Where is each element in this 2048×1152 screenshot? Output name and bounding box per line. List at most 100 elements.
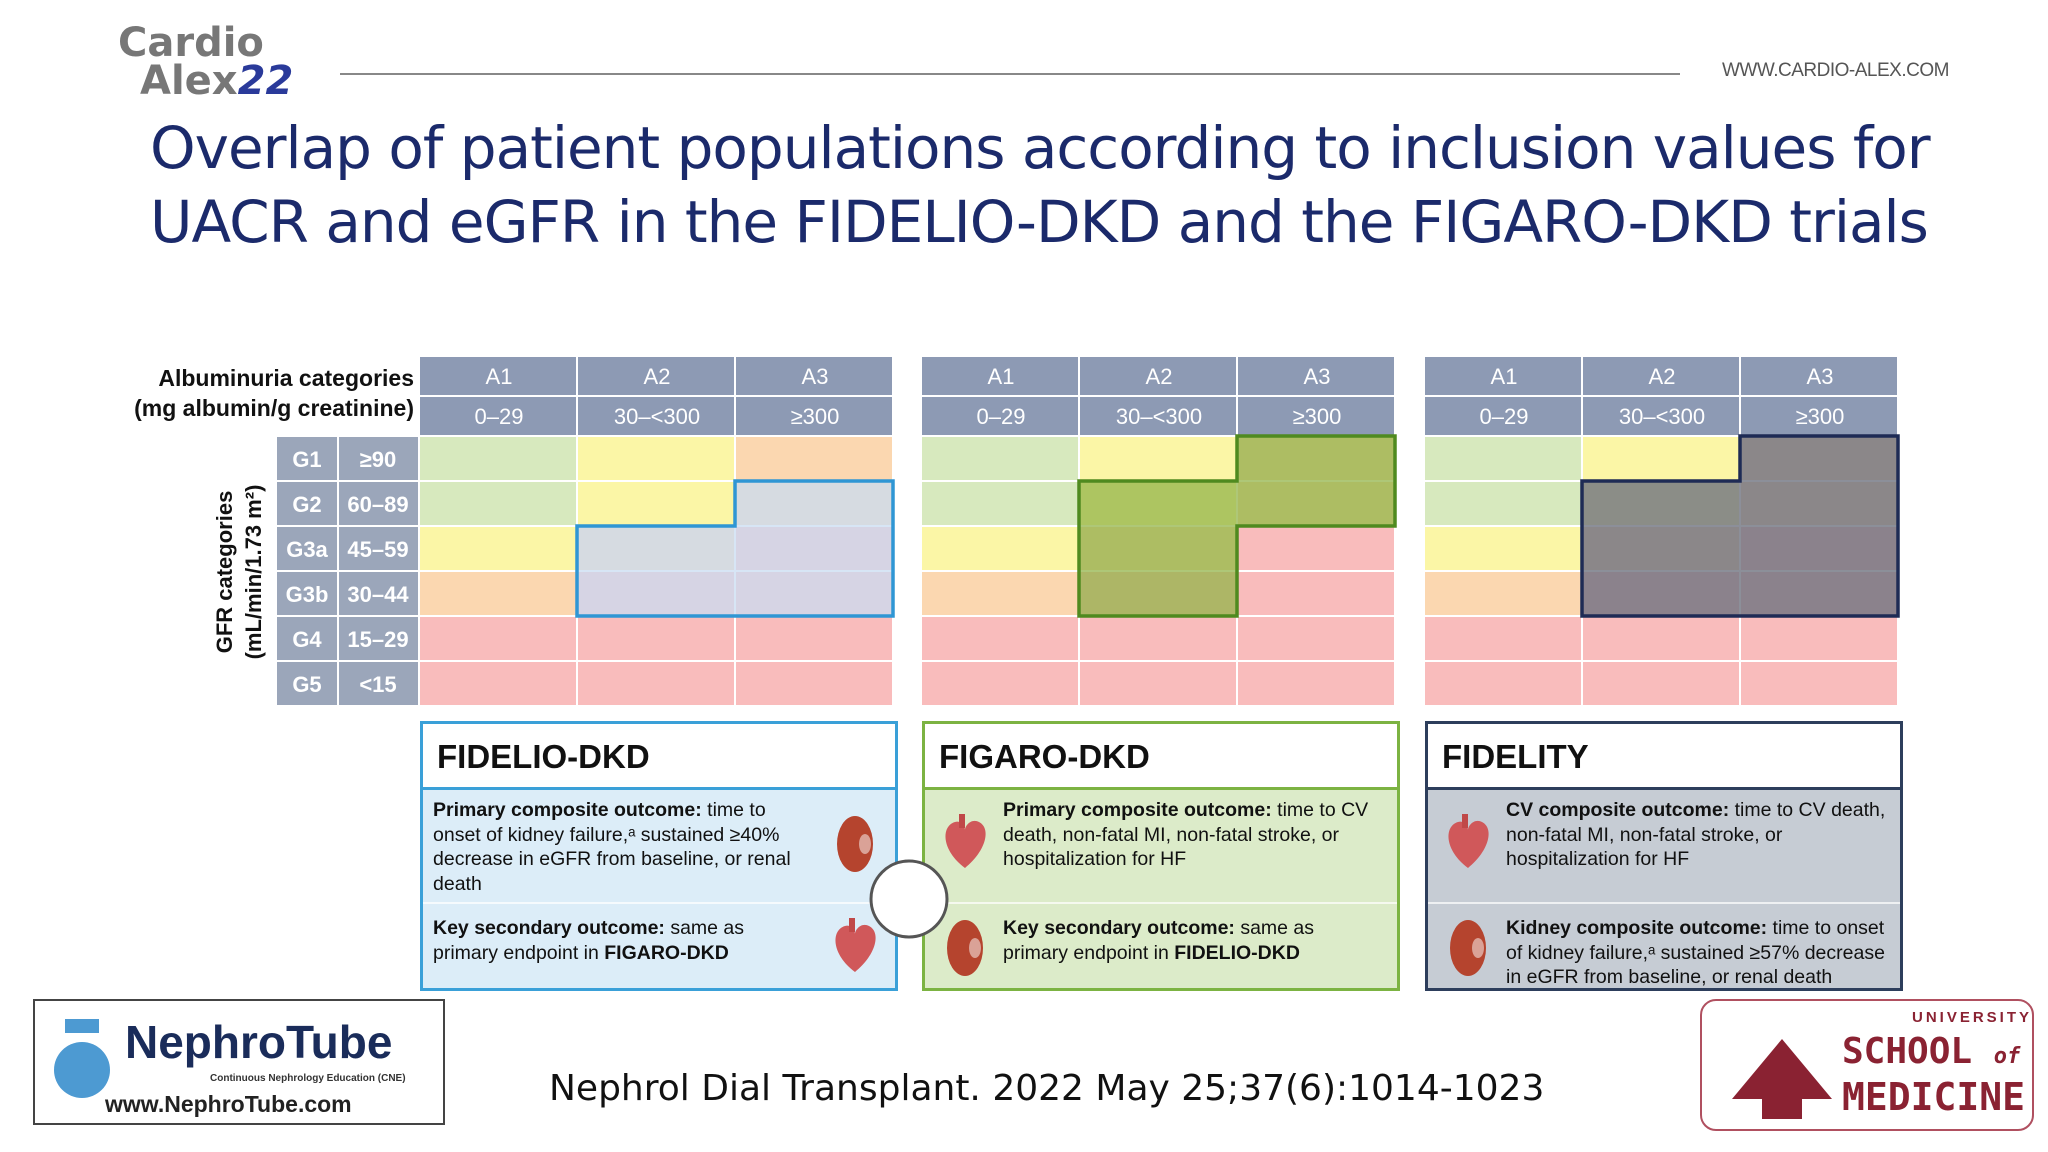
row-header [277, 617, 337, 660]
logo-text: SCHOOL of [1842, 1031, 2020, 1072]
outcome-text: Key secondary outcome: same as primary e… [1003, 916, 1383, 965]
risk-cell [1425, 527, 1581, 570]
outcome-text: CV composite outcome: time to CV death, … [1506, 798, 1886, 872]
outcome: Primary composite outcome: time to onset… [423, 790, 895, 904]
risk-cell [420, 617, 576, 660]
column-header [1238, 397, 1394, 435]
risk-cell [922, 437, 1078, 480]
column-header [1425, 357, 1581, 395]
outcome-label: Key secondary outcome: [1003, 917, 1235, 939]
column-range: ≥300 [1293, 404, 1342, 429]
row-range: 60–89 [347, 492, 408, 517]
outcome-label: Kidney composite outcome: [1506, 917, 1768, 939]
kidney-icon [1450, 920, 1486, 976]
risk-cell [578, 482, 734, 525]
trial-name: FIDELITY [1442, 738, 1589, 775]
risk-cell [420, 572, 576, 615]
row-header [277, 572, 337, 615]
logo-number: 22 [237, 58, 294, 104]
row-range: <15 [359, 672, 396, 697]
outcome-text: Primary composite outcome: time to onset… [433, 798, 813, 896]
logo-text: Alex [140, 58, 238, 104]
logo-text: Cardio [118, 20, 264, 66]
column-range: 30–<300 [1116, 404, 1202, 429]
title: UACR and eGFR in the FIDELIO-DKD and the… [150, 188, 1929, 256]
row-name: G3a [286, 537, 328, 562]
column-header [922, 397, 1078, 435]
column-header [922, 357, 1078, 395]
column-name: A1 [988, 364, 1015, 389]
risk-cell [1238, 662, 1394, 705]
outcome: Key secondary outcome: same as primary e… [925, 904, 1397, 990]
overlap-region [575, 479, 895, 618]
row-header [339, 482, 418, 525]
column-name: A2 [1649, 364, 1676, 389]
outcome-emphasis: FIGARO-DKD [604, 941, 729, 964]
risk-cell [420, 482, 576, 525]
risk-cell [1425, 617, 1581, 660]
logo-text: MEDICINE [1842, 1075, 2026, 1119]
outcome-label: Primary composite outcome: [1003, 799, 1272, 821]
column-range: 0–29 [475, 404, 524, 429]
outcome-label: CV composite outcome: [1506, 799, 1730, 821]
logo-text: Alex22 [118, 61, 293, 101]
risk-cell [1080, 617, 1236, 660]
row-range: 30–44 [347, 582, 409, 607]
column-name: A3 [1807, 364, 1834, 389]
column-header [420, 397, 576, 435]
outcome-emphasis: FIDELIO-DKD [1174, 941, 1300, 964]
citation: Nephrol Dial Transplant. 2022 May 25;37(… [549, 1068, 1545, 1109]
row-header [277, 662, 337, 705]
axis-label: Albuminuria categories [158, 365, 414, 391]
risk-cell [1741, 662, 1897, 705]
row-name: G3b [286, 582, 329, 607]
trial-name: FIDELIO-DKD [437, 738, 650, 775]
trial-header: FIGARO-DKD [925, 724, 1397, 790]
trial-box: FIDELIO-DKD Primary composite outcome: ti… [420, 721, 898, 991]
outcome: Primary composite outcome: time to CV de… [925, 790, 1397, 904]
row-range: ≥90 [360, 447, 397, 472]
axis-label: GFR categories [212, 491, 237, 654]
column-header [1583, 397, 1739, 435]
logo-tagline: Continuous Nephrology Education (CNE) [210, 1073, 406, 1084]
risk-cell [1583, 437, 1739, 480]
axis-label: (mL/min/1.73 m²) [241, 485, 266, 660]
outcome-label: Key secondary outcome: [433, 917, 665, 939]
column-header [578, 397, 734, 435]
column-header [1741, 357, 1897, 395]
row-name: G5 [292, 672, 321, 697]
risk-cell [1080, 662, 1236, 705]
heart-icon [1448, 814, 1489, 868]
kidney-icon [947, 920, 983, 976]
risk-cell [922, 482, 1078, 525]
outcome-text: time to CV death, non-fatal MI, non-fata… [1506, 799, 1886, 870]
outcome-text: time to onset of kidney failure,ᵃ sustai… [433, 799, 791, 895]
right-logo: UNIVERSITY SCHOOL of MEDICINE [1700, 999, 2034, 1131]
risk-cell [736, 662, 892, 705]
column-header [736, 357, 892, 395]
logo-text: of [1993, 1044, 2021, 1069]
column-range: 0–29 [977, 404, 1026, 429]
column-header [420, 357, 576, 395]
heart-icon [945, 814, 986, 868]
overlap-region [1580, 434, 1900, 618]
outcome-label: Primary composite outcome: [433, 799, 702, 821]
risk-cell [420, 662, 576, 705]
column-header [578, 357, 734, 395]
risk-cell [420, 527, 576, 570]
column-header [1080, 397, 1236, 435]
logo-name: NephroTube [125, 1016, 393, 1068]
trial-header: FIDELIO-DKD [423, 724, 895, 790]
logo: Cardio Alex22 [118, 20, 293, 101]
trial-header: FIDELITY [1428, 724, 1900, 790]
logo-icon [54, 1019, 110, 1098]
column-range: 30–<300 [1619, 404, 1705, 429]
url: WWW.CARDIO-ALEX.COM [1722, 60, 1949, 81]
risk-cell [1741, 617, 1897, 660]
column-name: A1 [1491, 364, 1518, 389]
outcome-text: Kidney composite outcome: time to onset … [1506, 916, 1886, 990]
outcome: Key secondary outcome: same as primary e… [423, 904, 895, 990]
trial-box: FIDELITY CV composite outcome: time to CV… [1425, 721, 1903, 991]
row-range: 45–59 [347, 537, 408, 562]
